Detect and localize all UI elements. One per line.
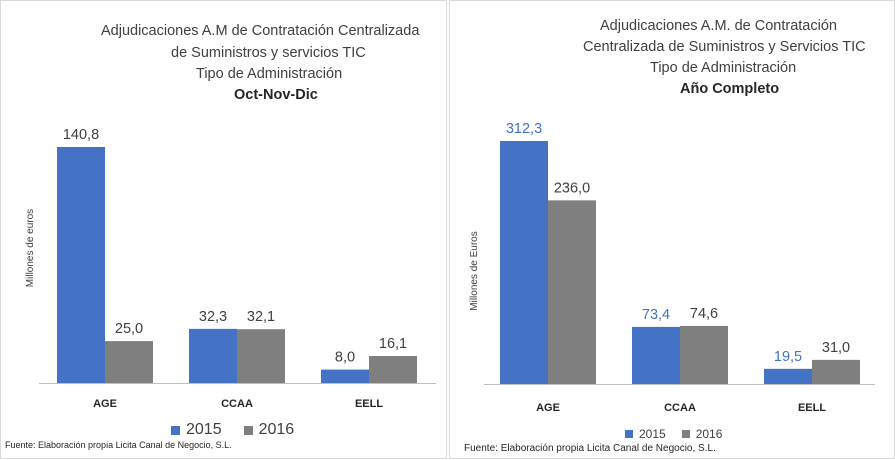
chart-title-line-3: Tipo de Administración [650,60,797,76]
bar-age-2016 [548,200,596,384]
source-note-left: Fuente: Elaboración propia Licita Canal … [5,440,232,450]
data-label-age-2016: 25,0 [115,321,143,337]
legend-swatch-2016 [243,425,253,435]
y-axis-label: Millones de euros [25,209,36,287]
data-label-ccaa-2016: 74,6 [690,306,718,322]
chart-title-line-2: Centralizada de Suministros y Servicios … [583,39,866,55]
legend-swatch-2015 [171,425,180,435]
category-label-eell: EELL [798,402,826,414]
legend-swatch-2015 [625,430,633,438]
bar-ccaa-2016 [680,325,728,384]
category-label-eell: EELL [355,398,383,410]
source-note-right: Fuente: Elaboración propia Licita Canal … [464,443,716,454]
bar-ccaa-2016 [237,329,285,383]
legend-label-2015: 2015 [186,421,222,438]
chart-title-line-1: Adjudicaciones A.M de Contratación Centr… [101,23,420,39]
data-label-ccaa-2015: 73,4 [642,307,670,323]
bar-eell-2016 [369,356,417,383]
data-label-ccaa-2016: 32,1 [247,309,275,325]
bar-age-2016 [105,341,153,383]
data-label-eell-2016: 31,0 [822,340,850,356]
chart-period: Año Completo [680,81,780,97]
chart-panel-left: Adjudicaciones A.M de Contratación Centr… [0,0,447,459]
legend-label-2016: 2016 [258,421,295,438]
legend-label-2015: 2015 [639,427,666,441]
category-label-age: AGE [93,398,117,410]
y-axis-label: Millones de Euros [469,231,480,310]
category-label-age: AGE [536,402,560,414]
bar-age-2015 [500,141,548,384]
chart-title-line-3: Tipo de Administración [196,66,343,82]
data-label-age-2016: 236,0 [554,180,590,196]
data-label-eell-2015: 8,0 [335,350,355,366]
bar-ccaa-2015 [189,328,237,383]
bar-eell-2016 [812,359,860,384]
legend-right: 2015 2016 [625,427,722,441]
bar-ccaa-2015 [632,326,680,384]
chart-title-line-1: Adjudicaciones A.M. de Contratación [600,18,837,34]
data-label-eell-2015: 19,5 [774,349,802,365]
bar-chart-right: Millones de Euros 312,3 236,0 AGE 73,4 74,6 CC… [469,121,875,414]
legend-label-2016: 2016 [695,427,723,441]
chart-panel-right: Adjudicaciones A.M. de Contratación Cent… [449,0,895,459]
bar-age-2015 [57,147,105,383]
bar-chart-left: Millones de euros 140,8 25,0 AGE 32,3 32,1 CCA… [25,127,436,410]
legend-swatch-2016 [681,430,690,438]
bar-eell-2015 [764,368,812,384]
data-label-age-2015: 140,8 [63,127,99,143]
data-label-eell-2016: 16,1 [379,336,407,352]
bar-eell-2015 [321,369,369,383]
chart-period: Oct-Nov-Dic [234,87,318,103]
chart-title-line-2: de Suministros y servicios TIC [171,45,366,61]
legend-left: 2015 2016 [171,421,294,439]
data-label-ccaa-2015: 32,3 [199,309,227,325]
category-label-ccaa: CCAA [221,398,253,410]
data-label-age-2015: 312,3 [506,121,542,137]
category-label-ccaa: CCAA [664,402,696,414]
